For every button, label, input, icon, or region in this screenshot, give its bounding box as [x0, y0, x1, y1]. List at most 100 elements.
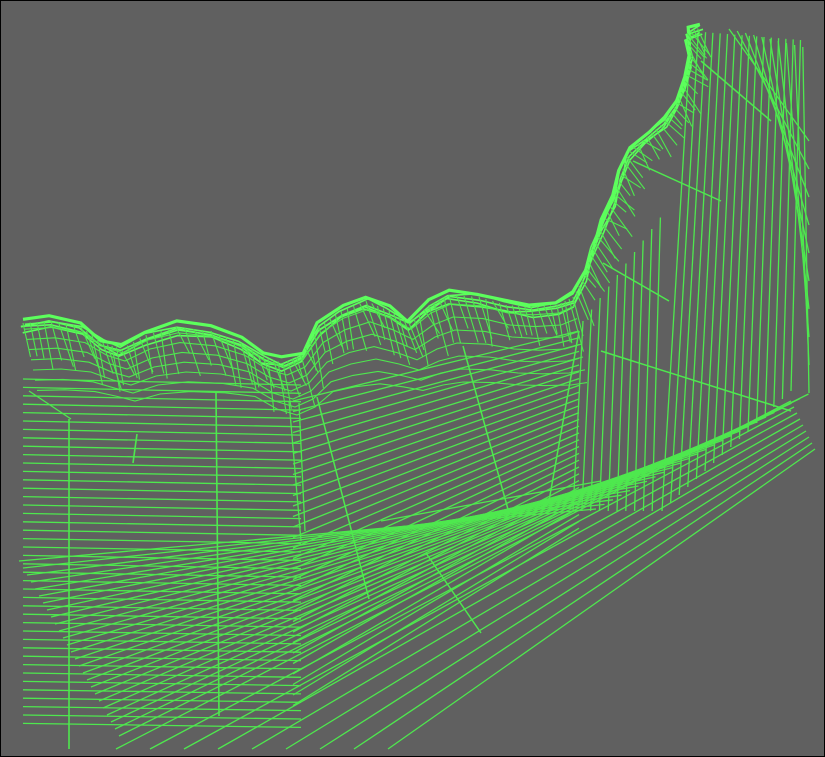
- mesh-line: [149, 406, 795, 750]
- mesh-line: [292, 350, 580, 434]
- ridge-hatch: [616, 187, 636, 217]
- ridge-hatch: [618, 181, 631, 197]
- mesh-line: [695, 33, 721, 480]
- ridge-hatch: [602, 224, 623, 250]
- mesh-line: [651, 217, 662, 512]
- ridge-hatch: [43, 321, 54, 371]
- ridge-hatch: [595, 242, 613, 269]
- ridge-hatch: [398, 316, 408, 347]
- mesh-line: [292, 371, 580, 465]
- mesh-line: [288, 400, 302, 542]
- ridge-hatch: [686, 32, 708, 59]
- mesh-line: [607, 274, 619, 512]
- mesh-line: [769, 38, 810, 282]
- ridge-contour: [26, 316, 578, 376]
- ridge-hatch: [455, 295, 469, 329]
- ridge-hatch: [96, 338, 106, 378]
- mesh-line: [292, 432, 580, 560]
- mesh-line: [462, 345, 510, 514]
- mesh-line: [316, 396, 370, 600]
- ridge-hatch: [126, 345, 138, 379]
- right-steep-section: [572, 28, 810, 512]
- ridge-hatch: [371, 303, 386, 329]
- mesh-line: [292, 459, 580, 602]
- mesh-line: [353, 442, 813, 750]
- ridge-hatch: [329, 318, 343, 347]
- mesh-line: [790, 39, 802, 392]
- mesh-line: [738, 36, 758, 440]
- ridge-hatch: [588, 261, 602, 289]
- ridge-hatch: [605, 218, 628, 230]
- ridge-hatch: [217, 333, 234, 371]
- mesh-line: [292, 473, 580, 623]
- ridge-hatch: [688, 44, 702, 60]
- mesh-line: [292, 452, 580, 591]
- mesh-line: [28, 390, 72, 420]
- ridge-hatch: [673, 107, 690, 124]
- ridge-contour: [36, 381, 588, 416]
- ridge-hatch: [586, 268, 606, 292]
- mesh-line: [18, 508, 597, 562]
- mesh-line: [669, 31, 699, 504]
- mesh-line: [292, 520, 580, 696]
- mesh-line: [115, 400, 792, 750]
- ridge-hatch: [102, 342, 114, 374]
- ridge-contour: [30, 342, 582, 392]
- mesh-line: [292, 405, 580, 518]
- mesh-line: [730, 35, 751, 448]
- ridge-hatch: [262, 356, 275, 389]
- mesh-line: [773, 38, 787, 408]
- ridge-hatch: [152, 332, 165, 374]
- ridge-hatch: [318, 326, 326, 352]
- mesh-line: [292, 364, 580, 455]
- ridge-hatch: [600, 230, 616, 259]
- ridge-contour: [24, 303, 576, 368]
- ridge-hatch: [418, 313, 429, 366]
- ridge-hatch: [682, 86, 702, 115]
- mesh-line: [22, 403, 302, 411]
- ridge-hatch: [145, 334, 153, 374]
- ridge-hatch: [575, 291, 589, 321]
- ridge-outline: [24, 24, 701, 366]
- mesh-line: [106, 407, 784, 716]
- ridge-hatch: [184, 327, 201, 377]
- mesh-line: [661, 30, 692, 512]
- mesh-line: [22, 386, 302, 394]
- mesh-line: [285, 430, 807, 750]
- mesh-line: [292, 425, 580, 549]
- ridge-hatch: [210, 330, 227, 376]
- ridge-hatch: [463, 295, 479, 343]
- mesh-line: [728, 28, 810, 142]
- mesh-line: [721, 35, 743, 456]
- mesh-line: [292, 384, 580, 486]
- mesh-line: [704, 33, 729, 472]
- ridge-hatch: [448, 294, 462, 344]
- ridge-hatch: [111, 345, 121, 392]
- ridge-contour: [28, 329, 580, 384]
- mesh-line: [581, 309, 593, 512]
- mesh-line: [102, 411, 775, 709]
- ridge-hatch: [433, 302, 449, 357]
- lower-diagonal-section: [18, 393, 816, 750]
- ridge-hatch: [160, 330, 168, 379]
- ridge-hatch: [346, 308, 355, 350]
- ridge-hatch: [115, 347, 125, 386]
- mesh-line: [292, 343, 580, 423]
- ridge-hatch: [536, 306, 548, 334]
- mesh-line: [687, 32, 714, 488]
- ridge-hatch: [277, 361, 287, 415]
- ridge-hatch: [646, 136, 660, 160]
- mesh-line: [292, 330, 580, 402]
- mesh-line: [700, 60, 772, 122]
- ridge-hatch: [667, 116, 682, 130]
- ridge-hatch: [581, 280, 596, 301]
- mesh-line: [292, 446, 580, 581]
- ridge-hatch: [686, 74, 709, 88]
- ridge-hatch: [556, 304, 565, 347]
- ridge-hatch: [175, 326, 191, 354]
- ridge-hatch: [282, 362, 292, 409]
- ridge-hatch: [57, 322, 74, 367]
- ridge-hatch: [670, 111, 683, 126]
- ridge-hatch: [693, 29, 706, 55]
